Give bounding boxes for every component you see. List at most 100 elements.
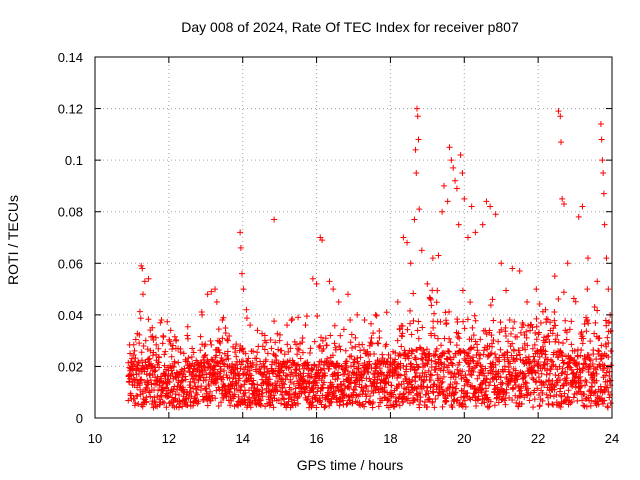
data-point — [382, 375, 389, 382]
data-point — [257, 397, 264, 404]
data-point — [456, 359, 463, 366]
data-point — [266, 402, 273, 409]
data-point — [594, 307, 601, 314]
data-point — [384, 358, 391, 365]
data-point — [217, 339, 224, 346]
data-point — [288, 369, 295, 376]
data-point — [453, 385, 460, 392]
data-point — [184, 323, 191, 330]
data-point — [582, 361, 589, 368]
data-point — [309, 402, 316, 409]
data-point — [218, 399, 225, 406]
data-point — [481, 399, 488, 406]
data-point — [607, 327, 614, 334]
data-point — [411, 396, 418, 403]
data-point — [166, 400, 173, 407]
data-point — [597, 121, 604, 128]
data-point — [536, 353, 543, 360]
data-point — [142, 337, 149, 344]
data-point — [184, 402, 191, 409]
data-point — [189, 345, 196, 352]
data-point — [271, 318, 278, 325]
data-point — [249, 380, 256, 387]
data-point — [603, 369, 610, 376]
data-point — [179, 377, 186, 384]
data-point — [277, 388, 284, 395]
data-point — [368, 334, 375, 341]
data-point — [506, 369, 513, 376]
data-point — [518, 390, 525, 397]
data-point — [394, 362, 401, 369]
data-point — [229, 361, 236, 368]
data-point — [423, 346, 430, 353]
data-point — [190, 349, 197, 356]
data-point — [336, 343, 343, 350]
data-point — [429, 255, 436, 262]
data-point — [232, 361, 239, 368]
data-point — [171, 360, 178, 367]
data-point — [261, 363, 268, 370]
data-point — [589, 361, 596, 368]
data-point — [403, 363, 410, 370]
data-point — [243, 306, 250, 313]
data-point — [568, 366, 575, 373]
data-point — [350, 386, 357, 393]
data-point — [534, 385, 541, 392]
data-point — [136, 331, 143, 338]
data-point — [262, 356, 269, 363]
data-point — [362, 382, 369, 389]
data-point — [238, 361, 245, 368]
data-point — [424, 280, 431, 287]
data-point — [490, 337, 497, 344]
data-point — [462, 403, 469, 410]
data-point — [419, 324, 426, 331]
data-point — [591, 330, 598, 337]
data-point — [213, 352, 220, 359]
data-point — [250, 348, 257, 355]
data-point — [397, 372, 404, 379]
x-tick-label: 20 — [457, 431, 471, 446]
data-point — [555, 108, 562, 115]
data-point — [487, 378, 494, 385]
data-point — [575, 213, 582, 220]
data-point — [423, 373, 430, 380]
data-point — [456, 335, 463, 342]
data-point — [536, 329, 543, 336]
data-point — [509, 340, 516, 347]
data-point — [465, 360, 472, 367]
data-point — [427, 295, 434, 302]
data-point — [437, 318, 444, 325]
data-point — [553, 391, 560, 398]
data-point — [460, 318, 467, 325]
data-point — [445, 348, 452, 355]
data-point — [410, 290, 417, 297]
data-point — [439, 378, 446, 385]
data-point — [536, 392, 543, 399]
data-point — [259, 343, 266, 350]
data-point — [314, 379, 321, 386]
data-point — [309, 366, 316, 373]
data-point — [254, 327, 261, 334]
data-point — [235, 387, 242, 394]
data-point — [287, 345, 294, 352]
y-tick-label: 0.02 — [58, 359, 83, 374]
data-point — [520, 321, 527, 328]
data-point — [601, 221, 608, 228]
data-point — [412, 146, 419, 153]
data-point — [363, 383, 370, 390]
data-point — [302, 388, 309, 395]
data-point — [489, 343, 496, 350]
data-point — [197, 333, 204, 340]
data-point — [467, 299, 474, 306]
data-point — [441, 361, 448, 368]
y-tick-label: 0.04 — [58, 308, 83, 323]
data-point — [259, 376, 266, 383]
data-point — [407, 360, 414, 367]
data-point — [440, 182, 447, 189]
data-point — [547, 392, 554, 399]
data-point — [158, 317, 165, 324]
data-point — [319, 385, 326, 392]
data-point — [464, 234, 471, 241]
data-point — [143, 394, 150, 401]
data-point — [361, 359, 368, 366]
